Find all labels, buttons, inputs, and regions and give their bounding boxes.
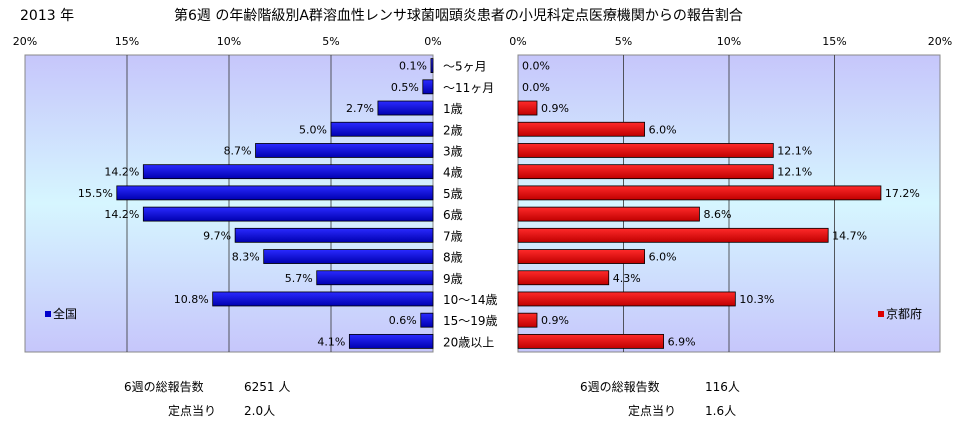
left-bar	[377, 100, 434, 116]
right-tick-label: 10%	[717, 35, 741, 48]
age-category-label: 6歳	[443, 208, 463, 222]
national-legend-label: 全国	[53, 306, 77, 321]
left-data-label: 5.0%	[299, 123, 327, 136]
right-bar	[517, 206, 700, 222]
national-legend-swatch	[45, 311, 51, 317]
left-bar	[212, 291, 434, 307]
right-bar	[517, 185, 882, 201]
right-data-label: 17.2%	[885, 187, 920, 200]
left-bar	[420, 312, 434, 328]
left-bar	[422, 79, 434, 95]
kyoto-total-label: 6週の総報告数	[580, 380, 660, 394]
right-data-label: 14.7%	[832, 229, 867, 242]
right-bar	[517, 227, 829, 243]
right-bar	[517, 164, 774, 180]
left-bar	[234, 227, 434, 243]
right-tick-label: 0%	[509, 35, 526, 48]
age-category-label: 20歳以上	[443, 335, 494, 349]
left-data-label: 15.5%	[78, 187, 113, 200]
left-bar	[255, 143, 434, 158]
right-bar	[517, 121, 645, 137]
age-category-label: 10～14歳	[443, 293, 498, 307]
right-tick-label: 20%	[928, 35, 952, 48]
right-data-label: 4.3%	[613, 272, 641, 285]
national-per-label: 定点当り	[168, 404, 217, 418]
kyoto-chart-panel: 0% 5% 10% 15% 20% 0.0% 0.0% 0.9% 6.0% 12.1% 12.1% 1…	[509, 35, 952, 353]
right-data-label: 10.3%	[739, 293, 774, 306]
age-category-label: 7歳	[443, 229, 463, 243]
kyoto-per-label: 定点当り	[628, 404, 677, 418]
left-bar	[316, 270, 434, 286]
left-bar	[142, 164, 434, 180]
left-data-label: 5.7%	[285, 272, 313, 285]
right-data-label: 0.0%	[522, 60, 550, 73]
left-data-label: 0.6%	[389, 314, 417, 327]
kyoto-total-value: 116人	[705, 380, 740, 394]
chart-year: 2013 年	[20, 8, 75, 24]
right-tick-label: 15%	[822, 35, 846, 48]
left-bar	[116, 185, 434, 201]
right-data-label: 6.0%	[649, 123, 677, 136]
right-data-label: 6.0%	[649, 251, 677, 264]
right-tick-label: 5%	[615, 35, 632, 48]
left-data-label: 14.2%	[104, 208, 139, 221]
right-data-label: 8.6%	[703, 208, 731, 221]
right-data-label: 6.9%	[668, 335, 696, 348]
right-data-label: 0.0%	[522, 81, 550, 94]
kyoto-per-value: 1.6人	[705, 404, 737, 418]
age-category-label: ～5ヶ月	[443, 60, 487, 74]
left-data-label: 0.5%	[391, 81, 419, 94]
age-category-label: 5歳	[443, 187, 463, 201]
left-data-label: 9.7%	[203, 229, 231, 242]
left-tick-label: 20%	[13, 35, 37, 48]
age-category-label: ～11ヶ月	[443, 81, 494, 95]
left-data-label: 8.3%	[232, 251, 260, 264]
right-bar	[517, 333, 664, 349]
age-category-label: 2歳	[443, 123, 463, 137]
left-data-label: 14.2%	[104, 166, 139, 179]
age-category-label: 15～19歳	[443, 314, 498, 328]
right-data-label: 12.1%	[777, 166, 812, 179]
national-total-label: 6週の総報告数	[124, 380, 204, 394]
right-bar	[517, 249, 645, 264]
age-category-label: 3歳	[443, 144, 463, 158]
left-tick-label: 10%	[217, 35, 241, 48]
right-bar	[517, 100, 538, 116]
national-per-value: 2.0人	[244, 404, 276, 418]
right-data-label: 0.9%	[541, 102, 569, 115]
left-data-label: 10.8%	[174, 293, 209, 306]
age-category-labels: ～5ヶ月 ～11ヶ月 1歳 2歳 3歳 4歳 5歳 6歳 7歳 8歳 9歳 10～14歳 15～19歳 2…	[443, 60, 498, 350]
left-bar	[142, 206, 434, 222]
chart-title: 第6週 の年齢階級別A群溶血性レンサ球菌咽頭炎患者の小児科定点医療機関からの報告…	[174, 8, 743, 24]
left-tick-label: 0%	[424, 35, 441, 48]
right-bar	[517, 143, 774, 158]
kyoto-legend-label: 京都府	[886, 306, 922, 321]
right-bar	[517, 312, 538, 328]
left-data-label: 2.7%	[346, 102, 374, 115]
left-bar	[348, 333, 434, 349]
left-tick-label: 15%	[115, 35, 139, 48]
age-category-label: 1歳	[443, 102, 463, 116]
right-data-label: 12.1%	[777, 144, 812, 157]
national-chart-panel: 20% 15% 10% 5% 0% 0.1% 0.5% 2.7% 5.0% 8.7% 14.2% 15…	[13, 35, 442, 353]
age-category-label: 4歳	[443, 166, 463, 180]
right-bar	[517, 270, 610, 286]
national-total-value: 6251 人	[244, 380, 291, 394]
left-data-label: 8.7%	[224, 144, 252, 157]
right-bar	[517, 291, 736, 307]
age-category-label: 9歳	[443, 272, 463, 286]
left-bar	[430, 58, 434, 74]
left-bar	[263, 249, 434, 264]
left-data-label: 0.1%	[399, 60, 427, 73]
left-bar	[330, 121, 434, 137]
left-tick-label: 5%	[322, 35, 339, 48]
kyoto-legend-swatch	[878, 311, 884, 317]
left-data-label: 4.1%	[317, 335, 345, 348]
right-data-label: 0.9%	[541, 314, 569, 327]
age-category-label: 8歳	[443, 251, 463, 265]
